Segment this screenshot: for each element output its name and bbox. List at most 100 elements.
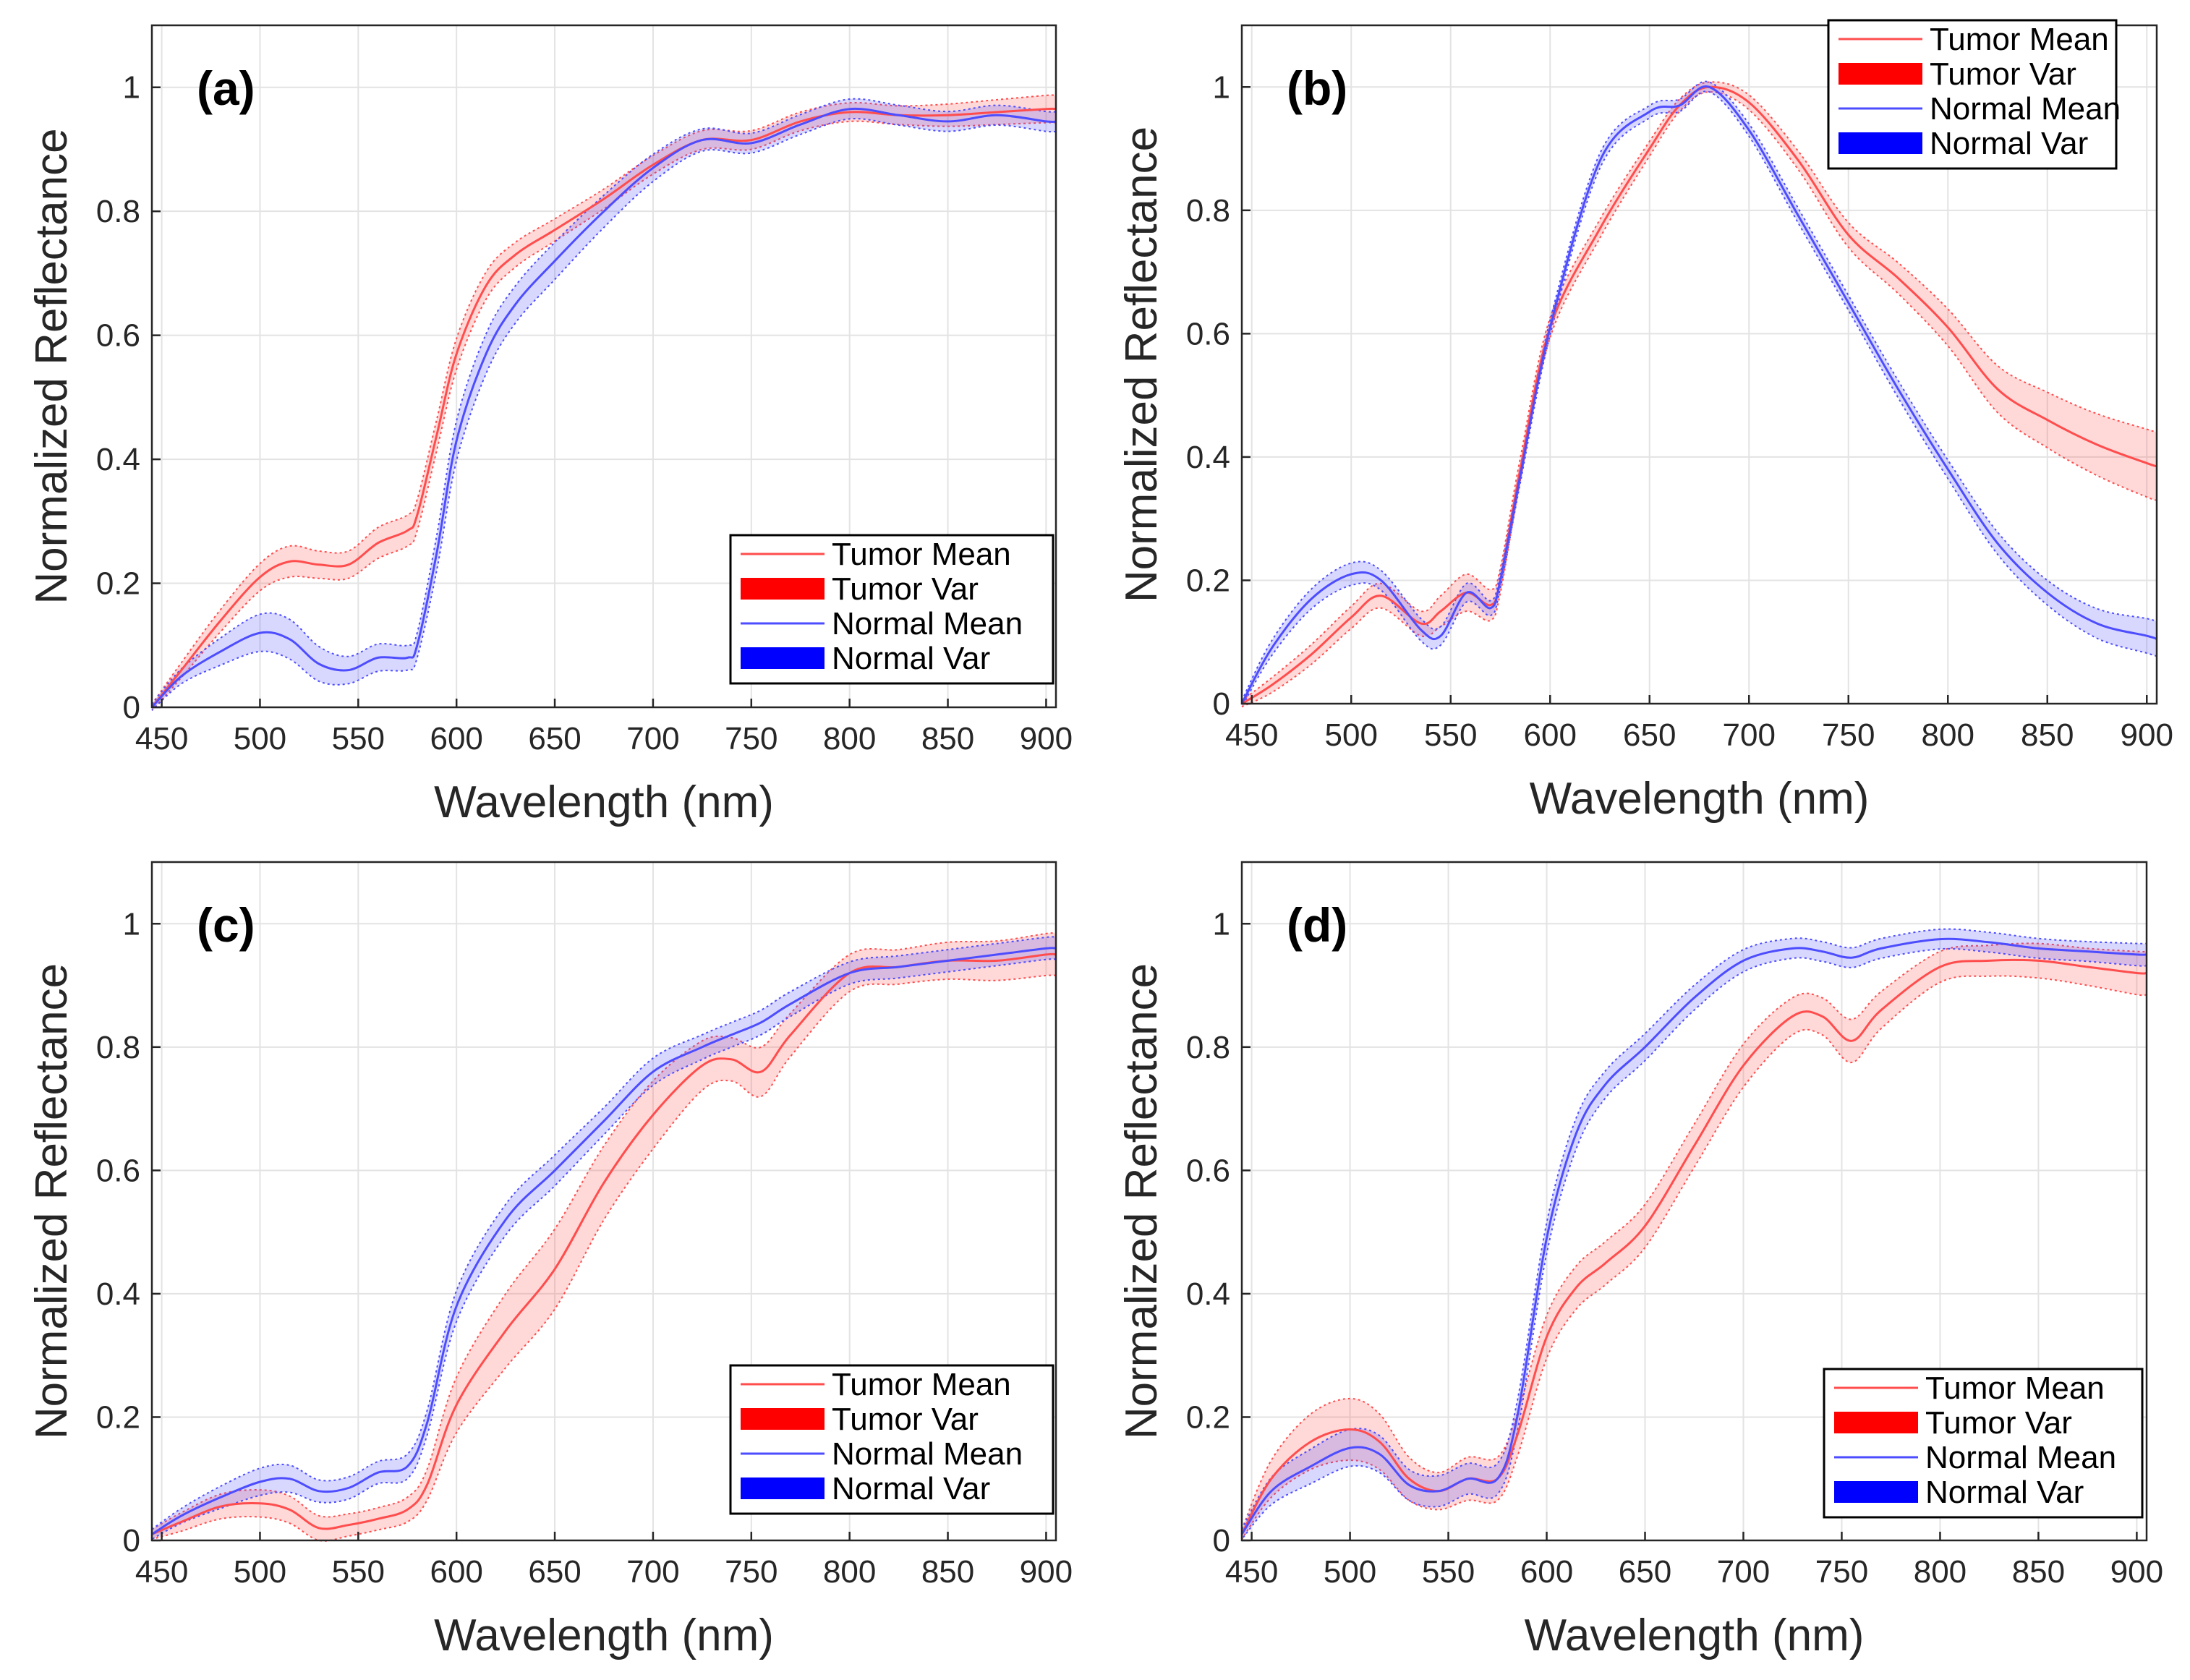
legend-entry-label: Tumor Var [832,571,979,607]
legend-entry-label: Tumor Var [1925,1405,2072,1441]
tumor-variance-band [152,95,1056,711]
normal-variance-upper [1241,80,2157,702]
x-axis-label: Wavelength (nm) [1525,1611,1865,1660]
y-tick-label: 0.4 [1186,440,1230,475]
normal-variance-upper [151,98,1057,705]
x-tick-label: 850 [921,721,974,756]
tumor-mean-line [1240,958,2147,1535]
y-axis-label: Normalized Reflectance [1117,127,1167,602]
y-tick-label: 0.6 [1186,316,1230,351]
x-tick-label: 450 [135,1554,188,1590]
y-axis-label: Normalized Reflectance [27,128,77,604]
normal-mean-line [150,107,1057,709]
y-tick-label: 0.8 [1186,1030,1230,1065]
x-axis-label: Wavelength (nm) [434,777,774,827]
x-axis-label: Wavelength (nm) [434,1611,774,1660]
chart-panel-4: 450 500 550 600 650 700 750 800 850 900 0 0.2 0.4 0.6… [1117,861,2163,1660]
y-tick-label: 0 [123,690,140,725]
axes-box [150,24,1057,709]
x-tick-label: 500 [1325,717,1378,753]
normal-variance-lower [151,958,1057,1540]
tumor-mean-line [150,107,1057,708]
y-tick-label: 0.2 [96,1399,140,1435]
legend-entry-label: Normal Var [832,1471,990,1506]
x-tick-label: 800 [823,721,876,756]
x-tick-label: 750 [725,721,777,756]
normal-mean-line [1240,937,2147,1535]
normal-variance-lower [151,118,1057,712]
y-tick-label: 0.8 [1186,193,1230,229]
x-tick-label: 500 [234,721,286,756]
y-tick-label: 0 [1213,1523,1230,1559]
x-tick-label: 850 [921,1554,974,1590]
y-tick-label: 0.4 [96,442,140,477]
tumor-variance-lower [1241,91,2157,708]
x-tick-label: 650 [528,1554,581,1590]
legend-entry-label: Normal Mean [832,606,1023,641]
normal-mean-line [1240,85,2157,704]
legend-patch-swatch [1834,1412,1918,1433]
legend-entry-label: Normal Var [1925,1475,2084,1510]
x-tick-label: 700 [626,721,679,756]
y-tick-label: 0.6 [96,318,140,354]
legend-entry-label: Tumor Var [832,1402,979,1437]
x-tick-label: 800 [823,1554,876,1590]
x-tick-label: 650 [528,721,581,756]
normal-variance-lower [1241,947,2147,1540]
y-axis-label: Normalized Reflectance [1117,963,1167,1439]
x-tick-label: 750 [725,1554,777,1590]
panel-label: (c) [197,898,255,952]
legend-patch-swatch [1839,132,1922,154]
x-tick-label: 850 [2021,717,2074,753]
tumor-variance-lower [1241,975,2147,1540]
tumor-variance-upper [151,932,1057,1530]
y-tick-label: 0.2 [96,566,140,602]
chart-panel-1: 450 500 550 600 650 700 750 800 850 900 0 0.2 0.4 0.6… [27,24,1073,827]
x-tick-label: 550 [1424,717,1477,753]
y-tick-label: 0 [1213,686,1230,722]
x-tick-label: 900 [2121,717,2173,753]
legend-entry-label: Normal Mean [1925,1440,2116,1475]
chart-panel-2: 450 500 550 600 650 700 750 800 850 900 0 0.2 0.4 0.6… [1117,19,2173,824]
legend-entry-label: Tumor Var [1930,56,2076,92]
legend-entry-label: Tumor Mean [1925,1370,2105,1406]
y-tick-label: 0.4 [96,1276,140,1312]
y-tick-label: 1 [123,70,140,106]
x-tick-label: 900 [1020,1554,1073,1590]
y-tick-label: 1 [123,906,140,942]
legend-patch-swatch [1839,63,1922,85]
y-tick-label: 0.2 [1186,563,1230,598]
x-tick-label: 550 [1422,1554,1475,1590]
legend-entry-label: Normal Var [832,641,990,676]
x-tick-label: 650 [1623,717,1676,753]
x-tick-label: 600 [1520,1554,1573,1590]
legend-entry-label: Tumor Mean [832,1367,1011,1402]
panel-label: (a) [197,61,255,115]
axes-box [150,861,1057,1542]
y-tick-label: 1 [1213,69,1230,105]
y-tick-label: 0.6 [96,1153,140,1188]
x-tick-label: 500 [234,1554,286,1590]
normal-variance-upper [151,936,1057,1530]
tumor-variance-lower [151,974,1057,1542]
normal-variance-band [152,937,1056,1540]
x-tick-label: 500 [1324,1554,1376,1590]
y-tick-label: 0.6 [1186,1153,1230,1188]
legend-patch-swatch [741,647,825,669]
x-tick-label: 750 [1822,717,1875,753]
tumor-variance-upper [1241,81,2157,702]
legend-entry-label: Tumor Mean [832,537,1011,572]
x-tick-label: 600 [430,1554,482,1590]
axes-box [1240,861,2148,1542]
x-tick-label: 450 [135,721,188,756]
chart-panel-3: 450 500 550 600 650 700 750 800 850 900 0 0.2 0.4 0.6… [27,861,1073,1660]
y-tick-label: 1 [1213,906,1230,942]
legend-entry-label: Tumor Mean [1930,22,2109,57]
normal-mean-line [151,947,1057,1535]
panel-label: (b) [1287,61,1347,115]
legend-patch-swatch [741,1408,825,1430]
